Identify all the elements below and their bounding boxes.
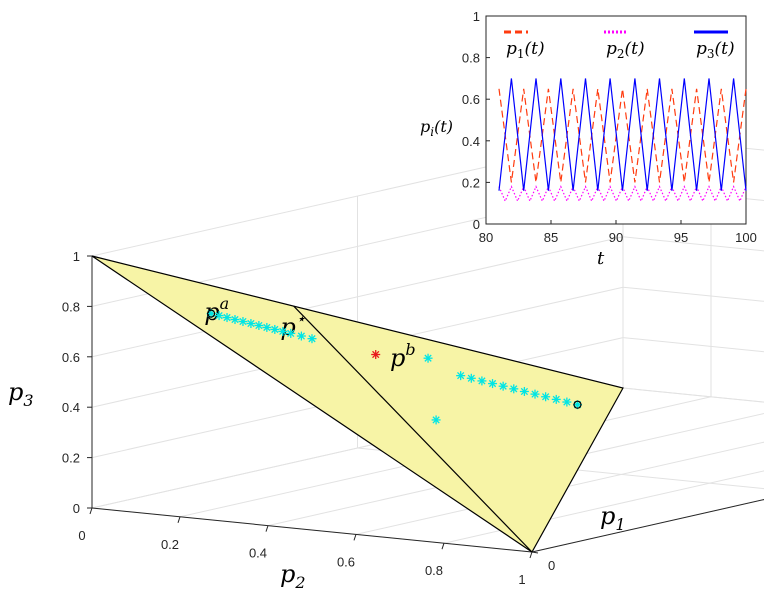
inset-x-tick-label: 85 xyxy=(544,230,558,245)
cluster-b-point xyxy=(562,397,572,407)
p2-tick-label: 0.8 xyxy=(425,563,443,578)
inset-x-tick-label: 90 xyxy=(609,230,623,245)
inset-legend: p1(t) p2(t) p3(t) xyxy=(504,30,735,61)
grid-line xyxy=(622,236,764,252)
inset-plot: 80 85 90 95 100 0 0.2 0.4 0.6 0.8 1 p1(t) p2(t) p3(t… xyxy=(420,9,757,269)
endpoint-marker xyxy=(207,309,216,318)
p1-axis-label: p1 xyxy=(600,502,626,534)
cluster-a-point xyxy=(222,313,232,323)
endpoint-marker xyxy=(573,400,582,409)
p2-tick-labels: 0 0.2 0.4 0.6 0.8 1 xyxy=(78,507,533,587)
p2-tick-mark xyxy=(265,525,269,532)
cluster-b-point xyxy=(498,381,508,391)
p3-tick-label: 0.8 xyxy=(62,299,80,314)
axis-lines xyxy=(91,256,764,553)
cluster-a-point xyxy=(230,315,240,325)
p2-tick-label: 0.6 xyxy=(337,554,355,569)
inset-y-tick-label: 0.8 xyxy=(462,51,480,66)
p3-tick-label: 1 xyxy=(73,249,80,264)
cluster-b-point xyxy=(423,353,433,363)
inset-y-tick-label: 0 xyxy=(473,217,480,232)
grid-line xyxy=(622,337,764,353)
series-line-1 xyxy=(498,88,747,183)
cluster-a-point xyxy=(296,331,306,341)
cluster-b-point xyxy=(541,392,551,402)
p1-tick-mark xyxy=(531,551,539,554)
p2-tick-mark xyxy=(89,507,93,515)
legend-label-1: p1(t) xyxy=(506,39,545,61)
cluster-b-point xyxy=(551,394,561,404)
inset-y-tick-label: 1 xyxy=(473,9,480,24)
p3-tick-label: 0 xyxy=(73,501,80,516)
inset-tick-marks: 80 85 90 95 100 0 0.2 0.4 0.6 0.8 1 xyxy=(462,9,757,245)
inset-y-axis-label: pi(t) xyxy=(420,117,453,139)
inset-y-tick-label: 0.6 xyxy=(462,92,480,107)
cluster-a-point xyxy=(262,322,272,332)
p3-tick-label: 0.4 xyxy=(62,400,80,415)
simplex-internal-line xyxy=(293,305,533,553)
p1-tick-label: 0 xyxy=(548,558,555,573)
p2-axis-line xyxy=(91,507,533,553)
p1-axis-line xyxy=(531,499,764,553)
p2-tick-label: 1 xyxy=(518,572,525,587)
cluster-b-point xyxy=(477,376,487,386)
p2-tick-label: 0 xyxy=(78,528,85,543)
legend-label-3: p3(t) xyxy=(696,39,735,61)
cluster-a-point xyxy=(307,334,317,344)
equilibrium-point xyxy=(371,350,381,360)
inset-x-tick-label: 95 xyxy=(674,230,688,245)
p3-axis-label: p3 xyxy=(8,378,34,410)
p2-tick-mark xyxy=(177,516,181,523)
cluster-b-point xyxy=(466,373,476,383)
point-annotations: pap⋆pb xyxy=(204,294,415,372)
p2-tick-mark xyxy=(529,551,533,559)
p2-axis-label: p2 xyxy=(280,560,306,590)
cluster-a-point xyxy=(214,311,224,321)
p2-tick-mark xyxy=(353,534,357,541)
inset-y-tick-label: 0.2 xyxy=(462,175,480,190)
inset-series xyxy=(498,78,747,203)
cluster-b-point xyxy=(488,379,498,389)
annotation-label: pb xyxy=(390,340,416,372)
data-markers xyxy=(206,309,582,425)
outlier-point xyxy=(431,415,441,425)
p2-tick-label: 0.4 xyxy=(249,546,267,561)
cluster-a-point xyxy=(246,319,256,328)
grid-line xyxy=(91,236,624,358)
simplex-face xyxy=(91,255,624,553)
cluster-a-point xyxy=(270,324,280,334)
inset-x-axis-label: t xyxy=(597,248,605,269)
inset-y-tick-label: 0.4 xyxy=(462,134,480,149)
inset-x-tick-label: 100 xyxy=(735,230,757,245)
cluster-b-point xyxy=(509,384,519,394)
inset-x-tick-label: 80 xyxy=(479,230,493,245)
p2-tick-label: 0.2 xyxy=(161,537,179,552)
legend-label-2: p2(t) xyxy=(606,39,645,61)
series-line-3 xyxy=(498,78,747,191)
p1-tick-labels: 00.51 xyxy=(531,551,555,573)
grid-line xyxy=(622,387,764,403)
inset-background xyxy=(485,15,747,225)
cluster-b-point xyxy=(456,371,466,381)
grid-line xyxy=(622,286,764,302)
p3-tick-labels: 0 0.2 0.4 0.6 0.8 1 xyxy=(62,249,92,516)
cluster-b-point xyxy=(530,389,540,399)
cluster-b-point xyxy=(519,386,529,396)
p2-tick-mark xyxy=(441,543,445,550)
cluster-a-point xyxy=(238,317,248,327)
cluster-a-point xyxy=(254,320,264,330)
cluster-a-point xyxy=(278,326,288,336)
p3-tick-label: 0.6 xyxy=(62,350,80,365)
p3-tick-label: 0.2 xyxy=(62,451,80,466)
cluster-a-point xyxy=(286,328,296,338)
